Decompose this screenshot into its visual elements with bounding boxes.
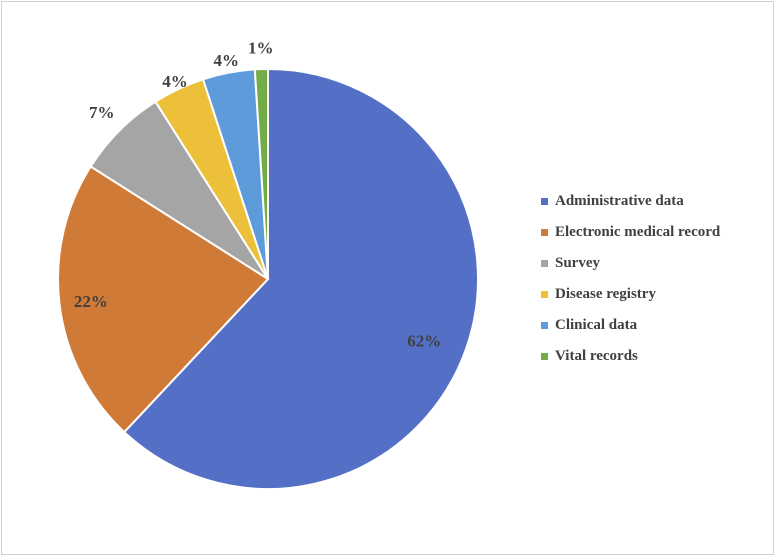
data-label-survey: 7% — [89, 103, 115, 122]
pie-slice-administrative-data — [122, 67, 479, 490]
legend-label: Disease registry — [555, 286, 656, 302]
legend-item-electronic-medical-record: Electronic medical record — [541, 217, 720, 248]
legend-item-vital-records: Vital records — [541, 341, 720, 372]
legend-item-administrative-data: Administrative data — [541, 186, 720, 217]
legend-swatch — [541, 322, 548, 329]
data-label-electronic-medical-record: 22% — [74, 292, 108, 311]
data-label-administrative-data: 62% — [407, 331, 441, 350]
legend-item-survey: Survey — [541, 248, 720, 279]
pie-slices — [57, 67, 479, 490]
pie-slice-vital-records — [253, 67, 269, 280]
legend-swatch — [541, 229, 548, 236]
legend-label: Administrative data — [555, 193, 684, 209]
legend: Administrative data Electronic medical re… — [541, 186, 720, 372]
data-label-vital-records: 1% — [248, 39, 274, 58]
legend-swatch — [541, 260, 548, 267]
data-label-disease-registry: 4% — [162, 72, 188, 91]
pie-slice-electronic-medical-record — [57, 165, 270, 434]
legend-swatch — [541, 198, 548, 205]
data-label-clinical-data: 4% — [214, 51, 240, 70]
legend-swatch — [541, 353, 548, 360]
legend-label: Electronic medical record — [555, 224, 721, 240]
legend-label: Survey — [555, 255, 600, 271]
legend-label: Clinical data — [555, 317, 638, 333]
pie-data-labels: 62% 22% 7% 4% 4% 1% — [74, 39, 441, 351]
legend-label: Vital records — [555, 348, 638, 364]
legend-item-clinical-data: Clinical data — [541, 310, 720, 341]
legend-swatch — [541, 291, 548, 298]
legend-item-disease-registry: Disease registry — [541, 279, 720, 310]
